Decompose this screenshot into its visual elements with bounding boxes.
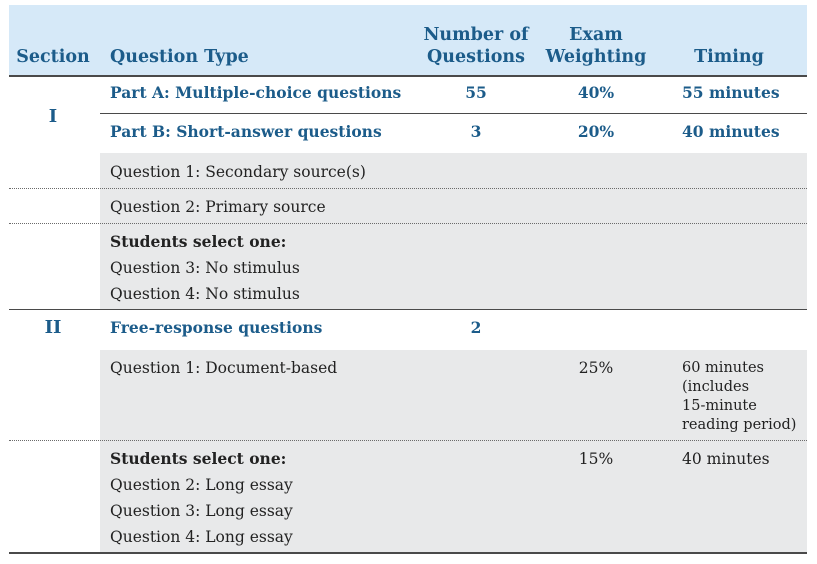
- header-section: Section: [16, 47, 90, 67]
- header-exam-weighting: Exam Weighting: [536, 24, 656, 68]
- part-a-type: Part A: Multiple-choice questions: [110, 83, 402, 102]
- essay-question-2: Question 2: Long essay: [110, 476, 293, 494]
- dbq-timing-line-4: reading period): [682, 417, 797, 433]
- table-bottom-border: [9, 552, 807, 554]
- divider-dotted-3: [9, 440, 807, 441]
- dbq-weight: 25%: [578, 359, 614, 377]
- divider-part-a: [100, 113, 807, 114]
- free-response-details-band: [100, 350, 807, 552]
- part-b-question-4: Question 4: No stimulus: [110, 285, 300, 303]
- part-b-select-one: Students select one:: [110, 232, 287, 251]
- dbq-timing: 60 minutes (includes 15-minute reading p…: [682, 359, 806, 435]
- part-a-count: 55: [465, 83, 487, 102]
- divider-section-1: [9, 309, 807, 310]
- dbq-timing-line-2: (includes: [682, 379, 750, 395]
- part-a-timing: 55 minutes: [682, 83, 780, 102]
- exam-format-table: Section Question Type Number of Question…: [9, 5, 807, 554]
- header-question-type: Question Type: [110, 47, 249, 67]
- header-timing: Timing: [694, 47, 764, 67]
- table-header: Section Question Type Number of Question…: [9, 5, 807, 77]
- part-b-count: 3: [470, 122, 482, 141]
- part-b-question-2: Question 2: Primary source: [110, 198, 326, 216]
- section-1-label: I: [48, 106, 58, 127]
- essay-question-4: Question 4: Long essay: [110, 528, 293, 546]
- part-b-question-3: Question 3: No stimulus: [110, 259, 300, 277]
- dbq-timing-line-1: 60 minutes: [682, 360, 764, 376]
- header-number-line-1: Number of: [423, 25, 529, 45]
- part-b-details-band: [100, 153, 807, 309]
- dbq-question-1: Question 1: Document-based: [110, 359, 338, 377]
- essay-question-3: Question 3: Long essay: [110, 502, 293, 520]
- free-response-type: Free-response questions: [110, 318, 323, 337]
- essay-timing: 40 minutes: [682, 450, 770, 468]
- part-b-weight: 20%: [577, 122, 615, 141]
- divider-dotted-1: [9, 188, 807, 189]
- header-weighting-line-1: Exam: [569, 25, 623, 45]
- part-b-timing: 40 minutes: [682, 122, 780, 141]
- essay-weight: 15%: [578, 450, 614, 468]
- essay-select-one: Students select one:: [110, 449, 287, 468]
- header-number-line-2: Questions: [427, 47, 525, 67]
- part-b-question-1: Question 1: Secondary source(s): [110, 163, 366, 181]
- section-2-label: II: [44, 317, 62, 338]
- header-number-of-questions: Number of Questions: [414, 24, 538, 68]
- free-response-count: 2: [470, 318, 482, 337]
- part-b-type: Part B: Short-answer questions: [110, 122, 382, 141]
- divider-dotted-2: [9, 223, 807, 224]
- dbq-timing-line-3: 15-minute: [682, 398, 757, 414]
- part-a-weight: 40%: [577, 83, 615, 102]
- header-weighting-line-2: Weighting: [545, 47, 647, 67]
